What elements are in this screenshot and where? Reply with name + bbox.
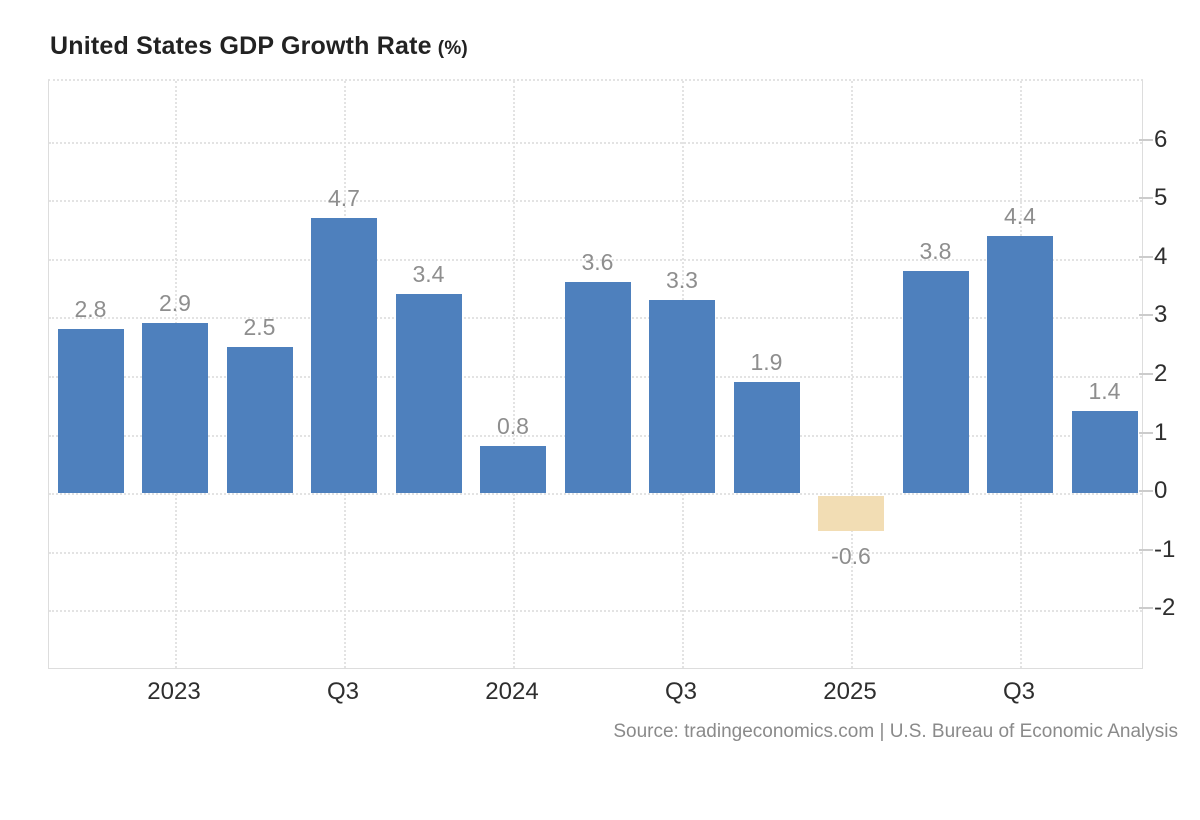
- bar-value-label: 2.5: [243, 313, 276, 340]
- bar-value-label: 3.8: [919, 237, 952, 264]
- x-axis-label: Q3: [664, 678, 697, 705]
- y-axis-tick: [1139, 197, 1153, 200]
- x-axis-label: 2025: [823, 678, 877, 705]
- y-axis-tick: [1139, 255, 1153, 258]
- bar-value-label: 2.9: [159, 290, 191, 317]
- y-axis-label: 0: [1154, 477, 1168, 505]
- y-axis-tick: [1139, 373, 1153, 375]
- chart-bar[interactable]: [1071, 411, 1138, 494]
- y-axis-tick: [1139, 548, 1153, 551]
- v-gridline: [851, 81, 853, 668]
- h-gridline: [49, 493, 1142, 496]
- h-gridline: [49, 141, 1142, 144]
- bar-value-label: 0.8: [497, 413, 529, 440]
- chart-bar[interactable]: [142, 323, 208, 494]
- bar-value-label: 1.9: [750, 348, 783, 375]
- x-axis-label: Q3: [326, 678, 359, 705]
- chart-bar[interactable]: [311, 217, 377, 494]
- chart-bar[interactable]: [564, 282, 631, 494]
- bar-value-label: 3.3: [666, 266, 698, 293]
- y-axis-tick: [1139, 490, 1153, 493]
- y-axis-label: 6: [1154, 125, 1168, 153]
- bar-value-label: 4.4: [1004, 202, 1036, 229]
- y-axis-tick: [1139, 607, 1153, 610]
- h-gridline: [49, 610, 1142, 613]
- source-attribution: Source: tradingeconomics.com | U.S. Bure…: [613, 721, 1178, 742]
- v-gridline: [513, 81, 515, 668]
- y-axis-label: 2: [1154, 360, 1168, 387]
- x-axis-label: Q3: [1002, 678, 1035, 705]
- chart-bar[interactable]: [649, 299, 715, 494]
- plot-area: 2.8 2.9 2.5 4.7 3.4 0.8 3.6 3.3 1.9 -0.6 3.8 4.4 1.4: [48, 79, 1143, 669]
- h-gridline: [49, 200, 1142, 203]
- chart-title: United States GDP Growth Rate (%): [50, 32, 468, 61]
- y-axis-tick: [1139, 138, 1153, 141]
- bar-value-label: 1.4: [1088, 378, 1121, 405]
- chart-title-text: United States GDP Growth Rate: [50, 32, 432, 60]
- chart-bar[interactable]: [226, 346, 293, 494]
- y-axis-label: -1: [1154, 535, 1176, 563]
- bar-value-label: 4.7: [328, 184, 360, 211]
- x-axis-label: 2023: [147, 678, 201, 705]
- y-axis-label: 1: [1154, 418, 1168, 446]
- bar-value-label: 2.8: [74, 296, 107, 323]
- chart-bar[interactable]: [902, 270, 969, 494]
- chart-bar[interactable]: [987, 235, 1053, 494]
- h-gridline: [49, 258, 1142, 261]
- bar-value-label: 3.6: [581, 249, 614, 276]
- bar-value-label: -0.6: [831, 543, 871, 570]
- bar-value-label: 3.4: [412, 261, 445, 288]
- x-axis-label: 2024: [485, 678, 539, 705]
- y-axis-tick: [1139, 431, 1153, 434]
- y-axis-label: 5: [1154, 184, 1168, 212]
- chart-bar[interactable]: [480, 446, 546, 494]
- y-axis-label: -2: [1154, 594, 1176, 622]
- chart-bar[interactable]: [57, 329, 124, 494]
- chart-bar[interactable]: [733, 381, 800, 494]
- h-gridline: [49, 551, 1142, 554]
- chart-title-unit: (%): [437, 38, 468, 59]
- chart-bar[interactable]: [818, 496, 884, 532]
- y-axis-label: 4: [1154, 242, 1168, 270]
- y-axis-label: 3: [1154, 301, 1168, 329]
- chart-bar[interactable]: [395, 294, 462, 494]
- y-axis-tick: [1139, 314, 1153, 317]
